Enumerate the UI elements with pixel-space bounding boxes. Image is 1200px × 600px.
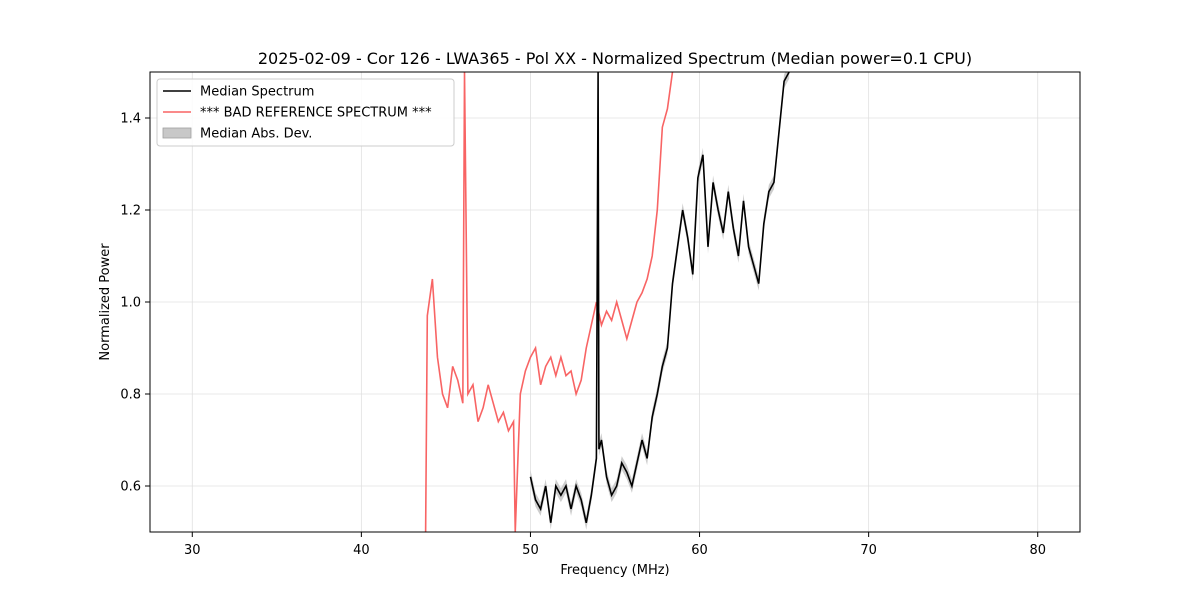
x-axis: 30 40 50 60 70 80 xyxy=(184,532,1046,558)
y-tick-label: 1.2 xyxy=(120,204,141,219)
plot-area xyxy=(424,72,790,532)
y-axis-label: Normalized Power xyxy=(98,243,113,361)
legend-box xyxy=(156,78,455,147)
legend-label: Median Spectrum xyxy=(200,85,314,100)
legend: Median Spectrum *** BAD REFERENCE SPECTRU… xyxy=(156,78,455,147)
y-tick-label: 1.0 xyxy=(120,296,141,311)
x-tick-label: 50 xyxy=(522,543,539,558)
x-tick-label: 60 xyxy=(691,543,708,558)
x-axis-label: Frequency (MHz) xyxy=(560,563,669,578)
x-tick-label: 40 xyxy=(353,543,370,558)
y-tick-label: 0.6 xyxy=(120,480,141,495)
x-tick-label: 80 xyxy=(1029,543,1046,558)
legend-label: *** BAD REFERENCE SPECTRUM *** xyxy=(200,106,432,121)
y-axis: 0.6 0.8 1.0 1.2 1.4 xyxy=(120,112,150,495)
series-median-spectrum-line xyxy=(529,72,790,523)
series-mad-band xyxy=(530,72,790,530)
x-tick-label: 30 xyxy=(184,543,201,558)
y-tick-label: 0.8 xyxy=(120,388,141,403)
y-tick-label: 1.4 xyxy=(120,112,141,127)
legend-label: Median Abs. Dev. xyxy=(200,127,312,142)
x-tick-label: 70 xyxy=(860,543,877,558)
series-bad-reference-line xyxy=(424,72,674,532)
legend-swatch xyxy=(162,127,192,139)
chart-title: 2025-02-09 - Cor 126 - LWA365 - Pol XX -… xyxy=(258,49,972,68)
